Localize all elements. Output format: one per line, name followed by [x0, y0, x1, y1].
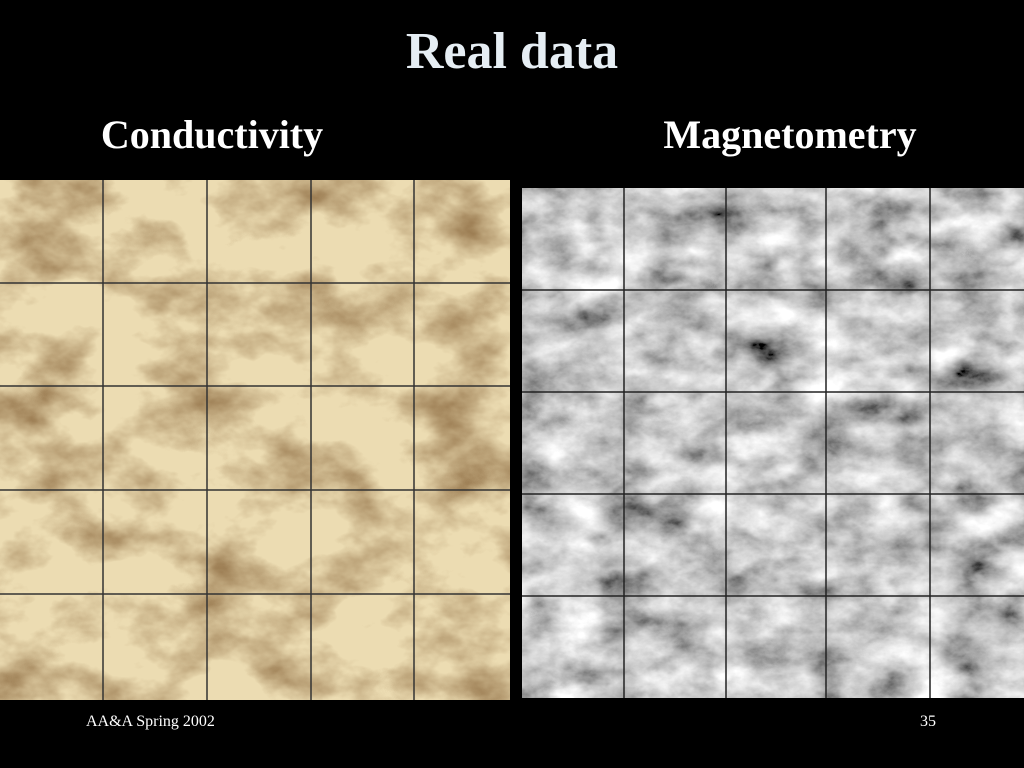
slide-title: Real data	[406, 23, 618, 80]
grid	[522, 188, 1024, 698]
conductivity-image	[0, 180, 510, 700]
image-texture	[522, 188, 1024, 698]
panel-label: Conductivity	[101, 112, 323, 157]
grid	[0, 180, 510, 700]
panel-label: Magnetometry	[663, 112, 916, 157]
footer-text: AA&A Spring 2002	[86, 713, 215, 730]
page-number: 35	[920, 713, 936, 730]
magnetometry-image	[522, 188, 1024, 698]
image-texture	[0, 180, 510, 700]
